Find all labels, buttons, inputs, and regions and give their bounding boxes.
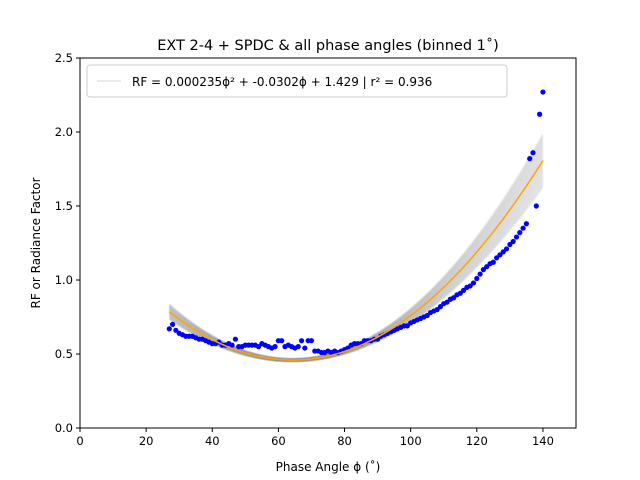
data-point bbox=[540, 89, 546, 95]
data-point bbox=[434, 307, 440, 313]
uncertainty-curve bbox=[168, 170, 544, 362]
data-point bbox=[474, 275, 480, 282]
x-tick-label: 100 bbox=[400, 434, 422, 448]
uncertainty-curve bbox=[168, 184, 544, 363]
x-tick-label: 60 bbox=[271, 434, 286, 448]
uncertainty-curve bbox=[168, 177, 544, 363]
data-point bbox=[232, 336, 239, 342]
data-point bbox=[533, 203, 539, 209]
data-point bbox=[470, 280, 477, 286]
data-point bbox=[503, 246, 510, 252]
y-axis-label: RF or Radiance Factor bbox=[29, 177, 43, 308]
x-tick-label: 80 bbox=[337, 434, 352, 448]
y-axis-ticks: 0.0 0.5 1.0 1.5 2.0 2.5 bbox=[55, 51, 80, 435]
data-point bbox=[169, 321, 176, 327]
legend-box bbox=[86, 64, 508, 98]
uncertainty-curve bbox=[168, 182, 544, 363]
uncertainty-curve bbox=[168, 175, 544, 363]
data-point bbox=[404, 323, 410, 329]
uncertainty-curve bbox=[168, 185, 544, 363]
uncertainty-curve bbox=[168, 186, 544, 363]
data-point bbox=[460, 287, 467, 293]
fit-curve bbox=[168, 160, 544, 361]
data-point bbox=[173, 327, 179, 333]
uncertainty-curve bbox=[168, 176, 544, 363]
uncertainty-curve bbox=[168, 179, 544, 363]
uncertainty-curve bbox=[168, 171, 544, 362]
data-point bbox=[520, 225, 526, 231]
axes-frame bbox=[79, 57, 577, 429]
x-axis-ticks: 0 20 40 60 80 100 120 140 bbox=[76, 428, 554, 448]
x-tick-label: 40 bbox=[205, 434, 220, 448]
x-axis-label: Phase Angle ϕ (˚) bbox=[276, 459, 381, 474]
data-point bbox=[477, 271, 483, 277]
data-point bbox=[308, 338, 315, 344]
legend-label: RF = 0.000235ϕ² + -0.0302ϕ + 1.429 | r² … bbox=[132, 75, 432, 89]
plot-area: 0 20 40 60 80 100 120 140 0.0 0.5 1.0 1.5 2.0 2.5 bbox=[55, 51, 577, 448]
chart-title: EXT 2-4 + SPDC & all phase angles (binne… bbox=[157, 37, 499, 54]
data-points bbox=[166, 89, 546, 356]
y-tick-label: 0.0 bbox=[55, 421, 73, 435]
uncertainty-curve bbox=[168, 183, 544, 363]
data-point bbox=[298, 338, 305, 344]
data-point bbox=[510, 238, 516, 245]
y-tick-label: 0.5 bbox=[55, 347, 73, 361]
data-point bbox=[295, 344, 301, 350]
uncertainty-curve bbox=[168, 178, 544, 363]
data-point bbox=[255, 344, 262, 350]
y-tick-label: 1.0 bbox=[55, 273, 73, 287]
uncertainty-curve bbox=[168, 185, 544, 363]
y-tick-label: 2.5 bbox=[55, 51, 73, 65]
data-point bbox=[279, 338, 285, 344]
uncertainty-curve bbox=[168, 180, 544, 363]
uncertainty-curve bbox=[168, 175, 544, 363]
x-tick-label: 140 bbox=[532, 434, 554, 448]
data-point bbox=[523, 221, 530, 227]
x-tick-label: 120 bbox=[466, 434, 488, 448]
data-point bbox=[500, 249, 506, 255]
data-point bbox=[444, 299, 450, 305]
data-point bbox=[229, 342, 235, 348]
data-point bbox=[490, 259, 496, 265]
uncertainty-curve bbox=[168, 167, 544, 362]
data-point bbox=[537, 111, 543, 117]
data-point bbox=[527, 156, 533, 162]
legend: RF = 0.000235ϕ² + -0.0302ϕ + 1.429 | r² … bbox=[86, 64, 508, 98]
data-point bbox=[272, 344, 278, 350]
data-point bbox=[424, 312, 430, 319]
x-tick-label: 20 bbox=[139, 434, 154, 448]
data-point bbox=[302, 345, 308, 351]
data-point bbox=[513, 234, 520, 240]
fit-curve-layer bbox=[168, 160, 544, 361]
data-point bbox=[451, 295, 457, 301]
uncertainty-curve bbox=[168, 174, 544, 362]
data-point bbox=[530, 150, 536, 156]
y-tick-label: 1.5 bbox=[55, 199, 73, 213]
uncertainty-curve bbox=[168, 181, 544, 363]
data-point bbox=[480, 267, 487, 273]
data-point bbox=[166, 326, 172, 332]
x-tick-label: 0 bbox=[76, 434, 83, 448]
data-point bbox=[517, 230, 523, 236]
data-point bbox=[494, 255, 500, 261]
data-point bbox=[484, 264, 490, 270]
uncertainty-curve bbox=[168, 172, 544, 362]
y-tick-label: 2.0 bbox=[55, 125, 73, 139]
uncertainty-curve bbox=[168, 169, 544, 362]
uncertainty-curve bbox=[168, 173, 544, 362]
uncertainty-curve bbox=[168, 168, 544, 362]
